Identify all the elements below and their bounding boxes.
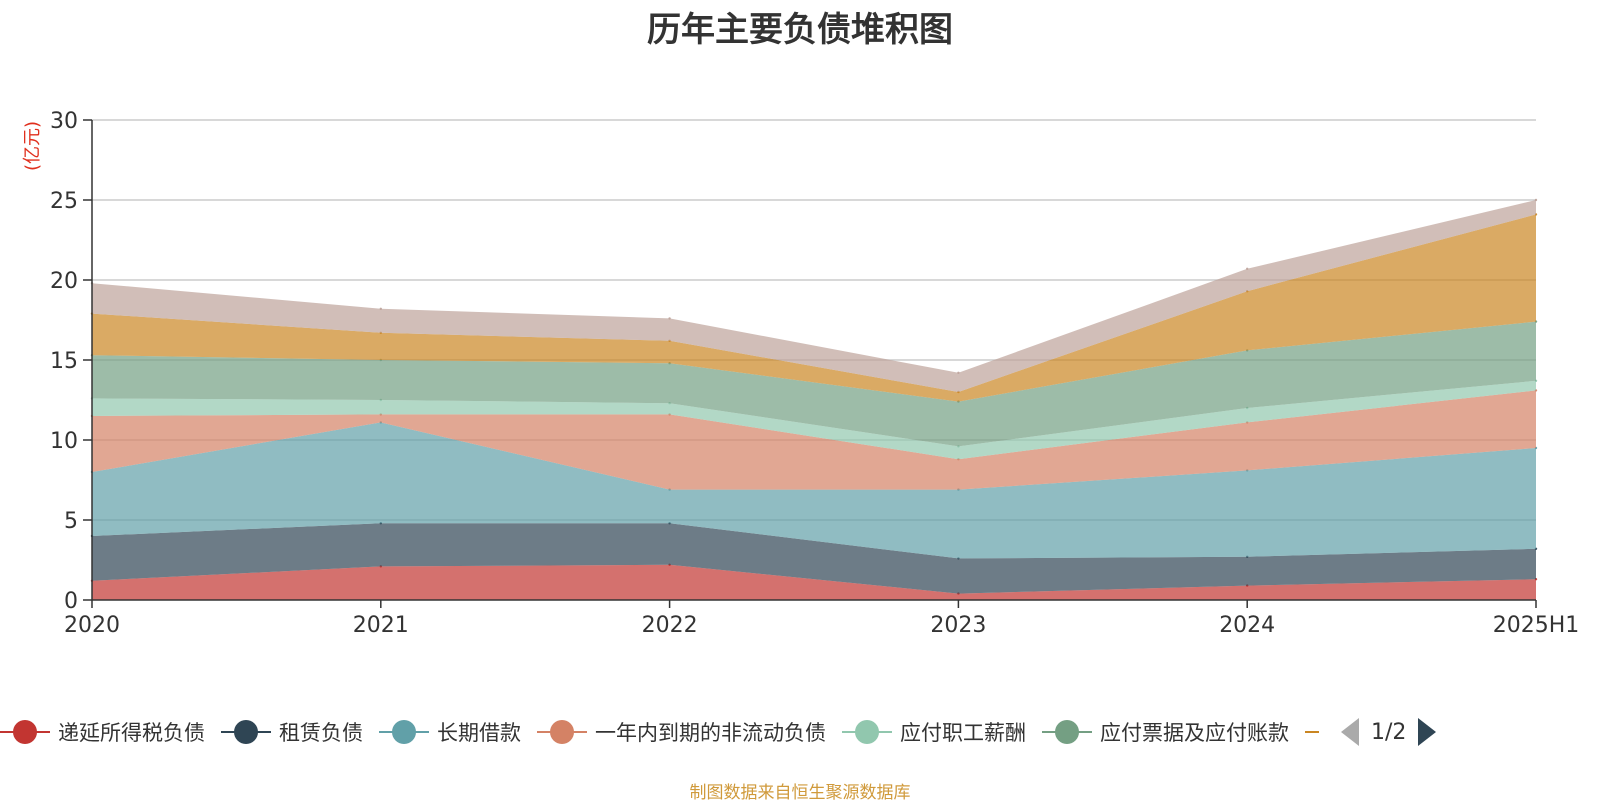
legend-marker-icon [221,719,271,745]
legend-label: 应付票据及应付账款 [1100,721,1289,745]
y-tick-label-0: 0 [64,589,78,614]
legend-item-3[interactable]: 一年内到期的非流动负债 [537,717,826,747]
legend-item-0[interactable]: 递延所得税负债 [0,717,205,747]
x-tick-label-2020: 2020 [64,613,120,638]
y-tick-label-25: 25 [50,189,78,214]
legend-marker-icon [537,719,587,745]
y-tick-label-20: 20 [50,269,78,294]
y-unit-label: (亿元) [22,121,43,171]
legend-item-2[interactable]: 长期借款 [379,717,521,747]
legend-marker-icon [0,719,50,745]
area-series-1 [92,523,1536,594]
legend-page-indicator: 1/2 [1371,719,1407,745]
legend-label: 应付职工薪酬 [900,721,1026,745]
area-series-5 [92,321,1536,447]
legend-item-5[interactable]: 应付票据及应付账款 [1042,717,1289,747]
legend: 递延所得税负债 租赁负债 长期借款 一年内到期的非流动负债 应付职工薪酬 应付票据及应付账… [0,712,1437,752]
legend-item-4[interactable]: 应付职工薪酬 [842,717,1026,747]
area-series-3 [92,390,1536,490]
x-tick-label-2024: 2024 [1219,613,1275,638]
legend-label: 递延所得税负债 [58,721,205,745]
source-note: 制图数据来自恒生聚源数据库 [689,783,911,803]
legend-label: 租赁负债 [279,721,363,745]
data-point-s7-2023 [957,371,960,374]
x-tick-label-2022: 2022 [642,613,698,638]
legend-marker-icon [379,719,429,745]
x-tick-label-2025H1: 2025H1 [1493,613,1580,638]
y-tick-label-15: 15 [50,349,78,374]
legend-item-1[interactable]: 租赁负债 [221,717,363,747]
data-point-s7-2021 [379,307,382,310]
legend-marker-icon [842,719,892,745]
legend-marker-icon [1042,719,1092,745]
chart-plot-area: 0 5 10 15 20 25 30 2020 2021 2022 2023 2024 2025H1 (亿… [22,109,1580,638]
area-series-6 [92,214,1536,402]
legend-prev-page-icon[interactable] [1341,718,1359,746]
y-tick-label-30: 30 [50,109,78,134]
data-point-s7-2025H1 [1534,198,1538,202]
chart-title: 历年主要负债堆积图 [647,10,953,50]
area-series-2 [92,422,1536,559]
legend-pager: 1/2 [1341,718,1437,746]
area-series-7 [92,200,1536,392]
legend-marker-icon [1305,731,1319,733]
legend-label: 长期借款 [437,721,521,745]
area-series-4 [92,380,1536,460]
y-tick-label-10: 10 [50,429,78,454]
x-tick-label-2023: 2023 [930,613,986,638]
area-series-0 [92,564,1536,600]
x-tick-label-2021: 2021 [353,613,409,638]
y-tick-label-5: 5 [64,509,78,534]
legend-next-page-icon[interactable] [1418,718,1437,746]
data-point-s7-2024 [1246,267,1249,270]
data-point-s7-2022 [668,317,671,320]
legend-label: 一年内到期的非流动负债 [595,721,826,745]
